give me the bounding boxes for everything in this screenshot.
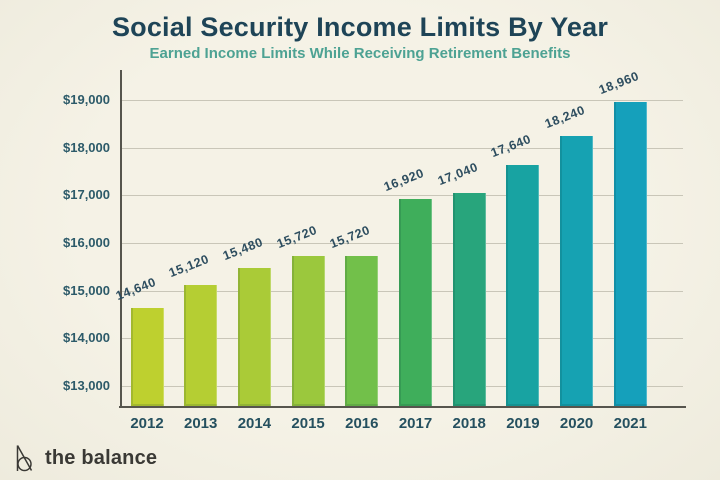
x-tick-label-2013: 2013	[184, 415, 218, 432]
bar-2021: 18,960	[597, 69, 647, 406]
x-tick-label-2014: 2014	[237, 415, 272, 432]
chart-subtitle: Earned Income Limits While Receiving Ret…	[149, 45, 571, 62]
bar-value-label: 18,240	[543, 103, 588, 132]
bar-2014: 15,480	[221, 235, 271, 406]
x-tick-label-2015: 2015	[291, 415, 325, 432]
y-tick-label: $13,000	[63, 377, 110, 393]
gridline-$19,000	[122, 100, 683, 101]
bar-2019: 17,640	[489, 132, 540, 406]
bar-value-label: 15,720	[274, 223, 319, 252]
x-tick-label-2021: 2021	[613, 415, 647, 432]
x-tick-label-2017: 2017	[398, 415, 433, 432]
bar-2016: 15,720	[328, 223, 379, 406]
bar-2012: 14,640	[113, 275, 164, 406]
y-tick-label: $18,000	[63, 139, 110, 155]
bar-value-label: 15,720	[328, 223, 373, 252]
bar-chart-plot: $13,000 $14,000 $15,000 $16,000 $17,000 $18,0…	[63, 69, 686, 432]
logo-text: the balance	[45, 446, 158, 469]
bar-2017: 16,920	[382, 166, 432, 406]
x-tick-label-2020: 2020	[559, 415, 594, 432]
bar-2018: 17,040	[436, 160, 486, 406]
y-axis-line	[120, 70, 122, 408]
x-tick-label-2018: 2018	[452, 415, 486, 432]
chart-title: Social Security Income Limits By Year	[111, 12, 609, 42]
bar-value-label: 17,040	[435, 160, 480, 189]
bar-value-label: 15,480	[220, 234, 265, 263]
x-tick-label-2019: 2019	[506, 415, 540, 432]
y-tick-label: $15,000	[63, 282, 110, 298]
bar-2015: 15,720	[275, 223, 325, 406]
y-tick-label: $19,000	[63, 92, 110, 107]
gridline-$18,000	[122, 147, 683, 149]
bar-2020: 18,240	[543, 103, 594, 406]
y-tick-label: $16,000	[63, 234, 110, 250]
x-axis-line	[119, 406, 686, 408]
y-tick-label: $14,000	[63, 330, 110, 346]
x-tick-label-2016: 2016	[345, 415, 379, 432]
gridline-$17,000	[122, 195, 683, 197]
bar-2013: 15,120	[167, 252, 218, 406]
the-balance-b-icon	[16, 445, 33, 472]
y-tick-label: $17,000	[63, 187, 110, 203]
bar-value-label: 16,920	[381, 166, 427, 195]
bar-value-label: 18,960	[596, 68, 641, 97]
x-tick-label-2012: 2012	[130, 415, 164, 432]
bar-value-label: 17,640	[489, 131, 534, 160]
bar-value-label: 15,120	[167, 251, 212, 280]
the-balance-logo: the balance	[13, 443, 157, 473]
